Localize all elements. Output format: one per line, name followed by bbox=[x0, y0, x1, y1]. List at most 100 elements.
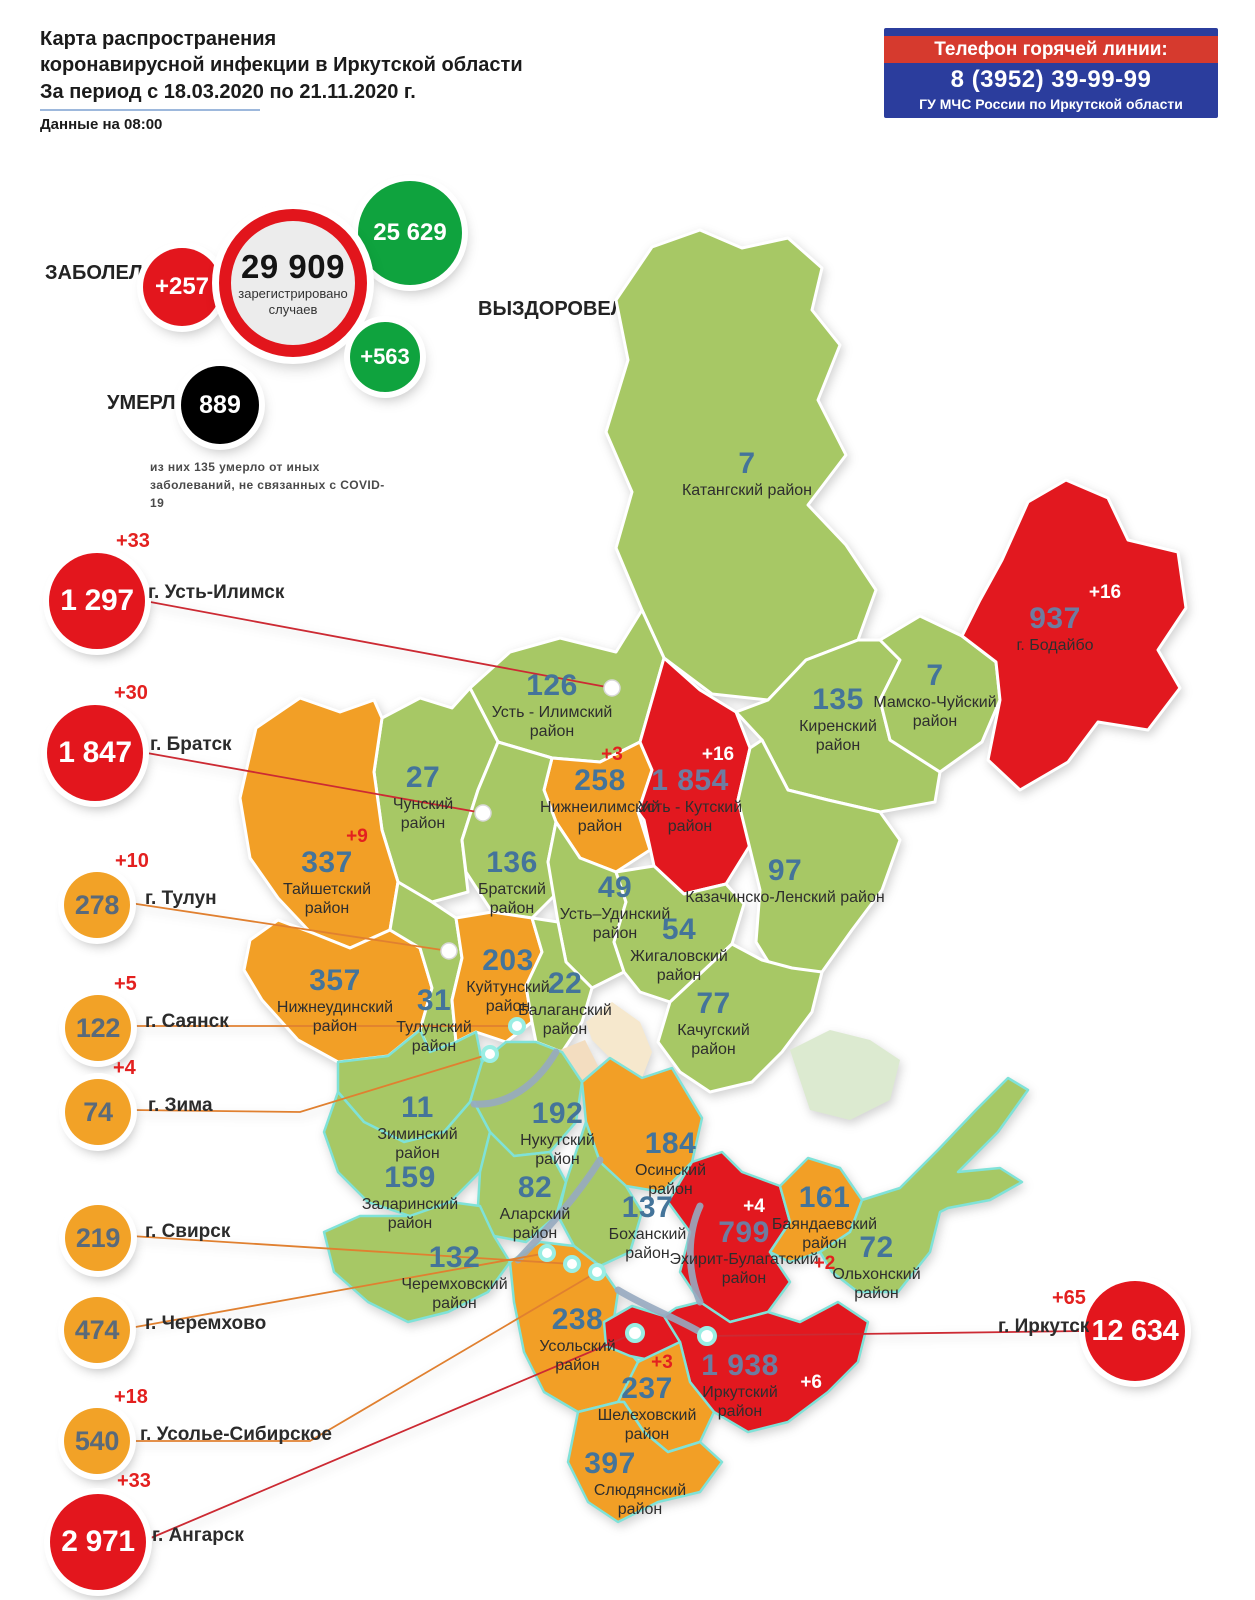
region-label-shelekhovsky: +3 237 Шелеховский район bbox=[587, 1352, 707, 1444]
region-name: Иркутский район bbox=[702, 1384, 778, 1420]
region-value: 238 bbox=[551, 1303, 604, 1336]
region-value: 137 bbox=[621, 1191, 674, 1224]
region-delta: +6 bbox=[800, 1372, 822, 1393]
region-delta: +2 bbox=[813, 1253, 836, 1274]
region-label-kachugsky: 77 Качугский район bbox=[666, 988, 761, 1059]
region-label-nukutsky: 192 Нукутский район bbox=[510, 1098, 605, 1169]
river-angara-lower bbox=[614, 1286, 704, 1336]
region-value: 258 bbox=[574, 764, 626, 797]
city-label-cheremkhovo: г. Черемхово bbox=[145, 1313, 267, 1334]
region-name: Тайшетский район bbox=[282, 881, 372, 917]
region-value: 132 bbox=[428, 1241, 481, 1274]
region-label-chunsky: 27 Чунский район bbox=[378, 762, 468, 833]
region-name: Чунский район bbox=[392, 796, 454, 832]
region-value: 22 bbox=[547, 967, 583, 1000]
region-name: Шелеховский район bbox=[597, 1407, 697, 1443]
region-value: 77 bbox=[696, 987, 731, 1020]
region-value: 72 bbox=[859, 1231, 894, 1264]
dead-circle: 889 bbox=[181, 366, 259, 444]
leader-angarsk bbox=[145, 1332, 636, 1541]
region-value: 192 bbox=[531, 1097, 584, 1130]
region-value: 203 bbox=[482, 944, 534, 977]
region-value: 799 bbox=[718, 1216, 770, 1249]
city-delta-zima: +4 bbox=[113, 1057, 136, 1079]
river-kuda bbox=[686, 1202, 704, 1306]
dead-note: из них 135 умерло от иных заболеваний, н… bbox=[150, 460, 385, 510]
region-label-bratsky: 136 Братский район bbox=[462, 847, 562, 918]
region-name: г. Бодайбо bbox=[1016, 637, 1094, 654]
region-value: 126 bbox=[526, 669, 578, 702]
region-name: Братский район bbox=[478, 881, 546, 917]
leader-svirsk bbox=[130, 1235, 573, 1265]
region-name: Ольхонский район bbox=[832, 1266, 921, 1302]
river-angara-upper bbox=[470, 1048, 560, 1108]
dot-svirsk bbox=[563, 1255, 581, 1273]
region-value: 237 bbox=[621, 1372, 673, 1405]
region-name: Черемховский район bbox=[401, 1276, 508, 1312]
region-label-katangsky: 7 Катангский район bbox=[672, 448, 822, 500]
region-name: Казачинско-Ленский район bbox=[685, 889, 885, 906]
region-value: 1 938 bbox=[701, 1349, 779, 1382]
leader-usolye bbox=[130, 1271, 598, 1442]
region-delta: +9 bbox=[346, 826, 368, 847]
region-label-cheremkhovsky: 132 Черемховский район bbox=[392, 1242, 517, 1313]
region-delta: +4 bbox=[743, 1196, 765, 1217]
leader-tulun bbox=[129, 902, 450, 952]
region-name: Тулунский район bbox=[396, 1019, 472, 1055]
dot-angarsk bbox=[625, 1323, 645, 1343]
region-value: 7 bbox=[926, 659, 944, 692]
region-name: Осинский район bbox=[634, 1162, 707, 1198]
region-name: Балаганский район bbox=[518, 1002, 612, 1038]
region-shape-slyudyansky bbox=[566, 1400, 724, 1524]
city-delta-irkutsk: +65 bbox=[1052, 1287, 1086, 1309]
city-circle-svirsk: 219 bbox=[65, 1205, 131, 1271]
region-name: Усть–Удинский район bbox=[559, 906, 671, 942]
region-label-ust-kutsky: +16 1 854 Усть - Кутский район bbox=[620, 744, 760, 836]
region-name: Зиминский район bbox=[377, 1126, 458, 1162]
hotline-phone: 8 (3952) 39-99-99 bbox=[950, 66, 1152, 93]
region-name: Слюдянский район bbox=[593, 1482, 687, 1518]
region-name: Аларский район bbox=[499, 1206, 571, 1242]
pale-patch-cream bbox=[586, 1002, 652, 1078]
city-circle-cheremkhovo: 474 bbox=[64, 1297, 130, 1363]
dead-label: УМЕРЛО bbox=[107, 392, 192, 414]
dot-ust-ilimsk bbox=[603, 679, 621, 697]
region-value: 11 bbox=[401, 1091, 434, 1124]
region-value: 337 bbox=[301, 846, 353, 879]
region-name: Усть - Илимский район bbox=[491, 704, 613, 740]
registered-circle: 29 909 зарегистрировано случаев bbox=[219, 209, 367, 357]
region-shape-bratsky bbox=[460, 740, 560, 920]
region-name: Боханский район bbox=[608, 1226, 687, 1262]
region-label-tulunsky: 31 Тулунский район bbox=[389, 985, 479, 1056]
region-label-osinsky: 184 Осинский район bbox=[628, 1128, 713, 1199]
region-name: Жигаловский район bbox=[630, 948, 728, 984]
region-name: Нижнеудинский район bbox=[276, 999, 394, 1035]
sick-delta-circle: +257 bbox=[143, 248, 221, 326]
city-circle-zima: 74 bbox=[65, 1079, 131, 1145]
city-circle-angarsk: 2 971 bbox=[50, 1494, 146, 1590]
region-label-ekhirit-bulagatsky: +4 799 Эхирит-Булагатский район bbox=[664, 1196, 824, 1288]
city-label-ust-ilimsk: г. Усть-Илимск bbox=[148, 582, 285, 603]
dot-irkutsk bbox=[697, 1326, 717, 1346]
region-shape-alarsky bbox=[476, 1130, 568, 1244]
city-delta-angarsk: +33 bbox=[117, 1470, 151, 1492]
region-label-ust-udinsky: 49 Усть–Удинский район bbox=[545, 872, 685, 943]
region-label-bayandaevsky: 161 Баяндаевский район +2 bbox=[762, 1182, 887, 1274]
region-label-nizhneilimsky: +3 258 Нижнеилимский район bbox=[540, 744, 660, 836]
region-shape-katangsky bbox=[604, 228, 878, 702]
region-value: 31 bbox=[416, 984, 452, 1017]
region-name: Нукутский район bbox=[520, 1132, 595, 1168]
region-label-ziminsky: 11 Зиминский район bbox=[370, 1092, 465, 1163]
dot-tulun bbox=[440, 942, 458, 960]
region-shape-bokhansky bbox=[556, 1120, 644, 1268]
region-value: 397 bbox=[584, 1447, 636, 1480]
data-note: Данные на 08:00 bbox=[40, 116, 163, 133]
region-label-zhigalovsky: 54 Жигаловский район bbox=[629, 914, 729, 985]
leader-bratsk bbox=[146, 752, 484, 814]
region-label-nizhneudinsky: 357 Нижнеудинский район bbox=[270, 965, 400, 1036]
region-shape-ekhirit-bulagatsky bbox=[666, 1150, 792, 1324]
region-label-ust-ilimsky: 126 Усть - Илимский район bbox=[487, 670, 617, 741]
region-shape-kazachinsko-lensky bbox=[736, 738, 902, 986]
dot-zima bbox=[481, 1045, 499, 1063]
dot-cheremkhovo bbox=[538, 1244, 556, 1262]
